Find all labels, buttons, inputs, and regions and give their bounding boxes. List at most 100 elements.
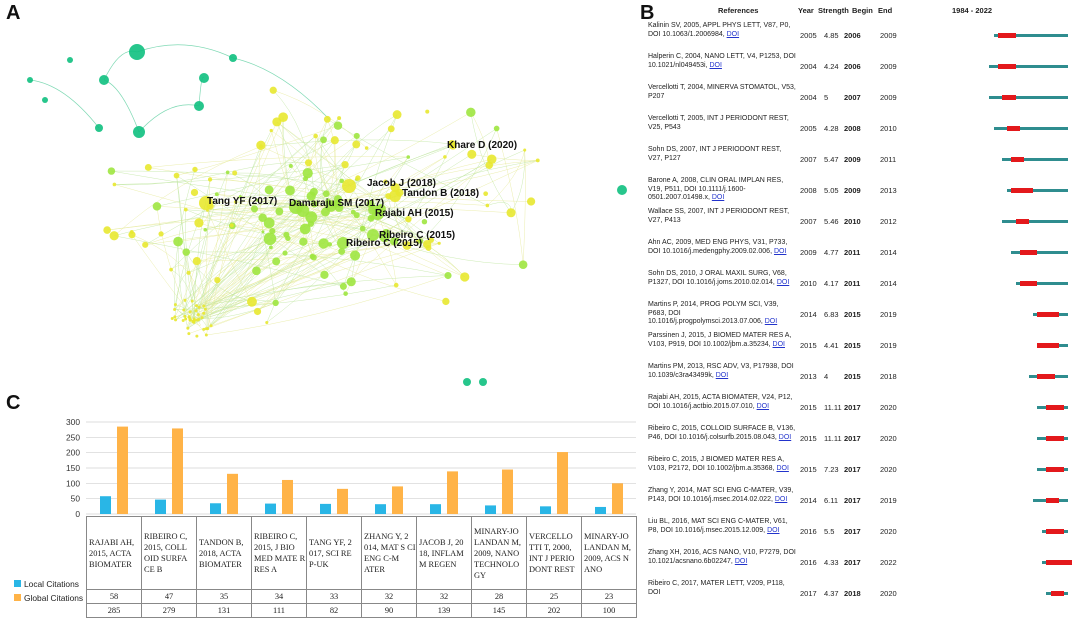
network-node	[194, 309, 198, 313]
burst-reference: Zhang Y, 2014, MAT SCI ENG C-MATER, V39,…	[648, 487, 796, 504]
burst-strength: 5.05	[824, 186, 839, 195]
bar-global-citations	[392, 486, 403, 514]
doi-link[interactable]: DOI	[772, 340, 785, 348]
labeled-node	[448, 140, 456, 148]
burst-header-year: Year	[798, 6, 814, 15]
doi-link[interactable]: DOI	[711, 194, 725, 202]
network-node	[196, 313, 200, 317]
network-node	[264, 185, 274, 195]
doi-link[interactable]: DOI	[776, 464, 789, 472]
network-edge	[257, 251, 342, 312]
network-edge	[188, 243, 440, 334]
network-edge	[320, 139, 332, 207]
network-edge	[175, 247, 272, 321]
bar-global-citations	[557, 452, 568, 514]
doi-link[interactable]: DOI	[756, 402, 770, 410]
network-edge	[201, 202, 339, 318]
table-local-value: 58	[86, 589, 142, 604]
network-node	[184, 317, 188, 321]
burst-header-begin: Begin	[852, 6, 873, 15]
outlier-node	[617, 185, 627, 195]
network-node	[485, 203, 490, 208]
network-node	[190, 188, 199, 197]
network-edge	[114, 235, 344, 287]
burst-reference: Martins PM, 2013, RSC ADV, V3, P17938, D…	[648, 363, 796, 380]
burst-begin: 2010	[844, 217, 861, 226]
network-node	[310, 200, 318, 208]
table-global-value: 82	[306, 603, 362, 618]
network-node	[174, 318, 178, 322]
burst-end: 2018	[880, 372, 897, 381]
network-node	[272, 299, 279, 307]
burst-header-end: End	[878, 6, 893, 15]
burst-active-span	[1046, 405, 1064, 410]
doi-link[interactable]: DOI	[715, 371, 729, 379]
burst-active-span	[998, 64, 1016, 69]
burst-end: 2020	[880, 465, 897, 474]
network-node	[207, 177, 213, 182]
doi-link[interactable]: DOI	[767, 526, 780, 534]
network-node	[112, 182, 117, 187]
doi-link[interactable]: DOI	[776, 278, 790, 286]
bar-local-citations	[265, 503, 276, 514]
outlier-node	[129, 44, 145, 60]
network-edge	[174, 261, 198, 318]
doi-link[interactable]: DOI	[764, 318, 778, 326]
network-edge	[184, 300, 206, 313]
burst-row: Vercellotti T, 2004, MINERVA STOMATOL, V…	[648, 84, 1072, 110]
network-node	[313, 133, 318, 139]
network-node	[387, 125, 395, 133]
burst-reference: Wallace SS, 2007, INT J PERIODONT REST, …	[648, 208, 796, 225]
doi-link[interactable]: DOI	[774, 495, 788, 503]
network-edge	[313, 217, 373, 258]
network-edge	[193, 281, 352, 322]
burst-end: 2020	[880, 589, 897, 598]
network-node	[265, 320, 269, 325]
network-node	[405, 215, 412, 223]
y-tick-label: 200	[66, 448, 80, 458]
burst-year: 2017	[800, 589, 817, 598]
burst-row: Ribeiro C, 2015, COLLOID SURFACE B, V136…	[648, 425, 1072, 451]
network-edge	[420, 128, 497, 242]
network-edge	[272, 230, 446, 302]
bar-local-citations	[155, 499, 166, 514]
network-edge	[327, 119, 335, 202]
labeled-node	[199, 196, 213, 210]
network-node	[194, 218, 204, 228]
doi-link[interactable]: DOI	[734, 557, 748, 565]
burst-reference: Martins P, 2014, PROG POLYM SCI, V39, P6…	[648, 301, 796, 327]
y-tick-label: 0	[75, 509, 80, 519]
network-node	[187, 332, 191, 336]
network-node	[333, 121, 343, 130]
legend-local-label: Local Citations	[24, 579, 79, 589]
burst-reference: Rajabi AH, 2015, ACTA BIOMATER, V24, P12…	[648, 394, 796, 411]
burst-active-span	[1019, 250, 1038, 255]
burst-year: 2016	[800, 527, 817, 536]
doi-link[interactable]: DOI	[709, 61, 722, 69]
labeled-node	[372, 208, 384, 220]
network-node	[299, 223, 311, 235]
burst-reference: Barone A, 2008, CLIN ORAL IMPLAN RES, V1…	[648, 177, 796, 203]
burst-end: 2020	[880, 434, 897, 443]
burst-reference: Ahn AC, 2009, MED ENG PHYS, V31, P733, D…	[648, 239, 796, 256]
table-category-cell: MINARY-JO LANDAN M, 2009, NANO TECHNOLO …	[471, 516, 527, 590]
burst-active-span	[1046, 529, 1064, 534]
network-node	[366, 199, 375, 208]
doi-link[interactable]: DOI	[778, 433, 792, 441]
network-edge	[207, 247, 272, 329]
network-node	[353, 132, 360, 139]
bar-global-citations	[282, 479, 293, 514]
burst-end: 2014	[880, 248, 897, 257]
network-node	[493, 125, 500, 132]
burst-strength: 11.11	[824, 434, 842, 443]
burst-reference: Zhang XH, 2016, ACS NANO, V10, P7279, DO…	[648, 549, 796, 566]
burst-begin: 2015	[844, 310, 861, 319]
network-edge	[206, 275, 449, 336]
network-node	[158, 231, 164, 237]
burst-begin: 2006	[844, 31, 861, 40]
bar-marks	[100, 426, 623, 514]
network-edge	[260, 146, 342, 182]
doi-link[interactable]: DOI	[773, 247, 787, 255]
burst-year: 2005	[800, 124, 817, 133]
doi-link[interactable]: DOI	[726, 30, 740, 38]
